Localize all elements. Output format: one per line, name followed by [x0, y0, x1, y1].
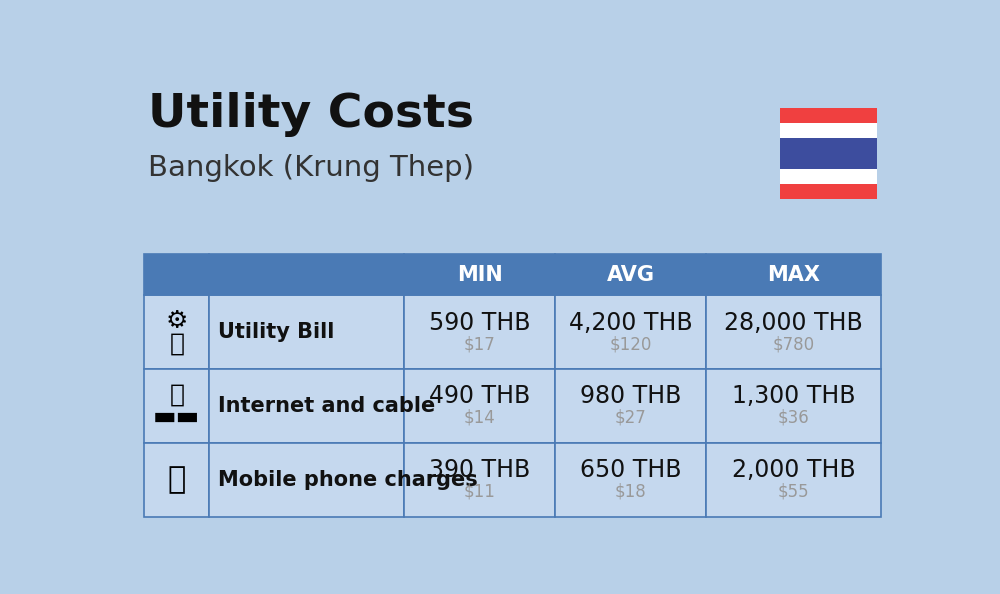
Text: 980 THB: 980 THB	[580, 384, 681, 409]
Text: $27: $27	[615, 409, 647, 426]
Bar	[780, 138, 877, 169]
Text: $11: $11	[464, 483, 496, 501]
Text: 390 THB: 390 THB	[429, 458, 530, 482]
Bar	[144, 295, 209, 369]
Bar	[209, 443, 404, 517]
Bar	[404, 295, 555, 369]
Bar	[706, 369, 881, 443]
Text: MIN: MIN	[457, 264, 503, 285]
Text: 650 THB: 650 THB	[580, 458, 681, 482]
Bar	[209, 295, 404, 369]
Text: $55: $55	[778, 483, 809, 501]
Bar	[144, 369, 209, 443]
Bar	[404, 254, 555, 295]
Bar	[209, 254, 404, 295]
Text: MAX: MAX	[767, 264, 820, 285]
Bar	[555, 254, 706, 295]
Bar	[706, 443, 881, 517]
Text: 28,000 THB: 28,000 THB	[724, 311, 863, 334]
Bar	[780, 184, 877, 200]
Text: Utility Bill: Utility Bill	[218, 322, 335, 342]
Text: Bangkok (Krung Thep): Bangkok (Krung Thep)	[148, 154, 474, 182]
Text: $120: $120	[609, 335, 652, 353]
Text: Mobile phone charges: Mobile phone charges	[218, 470, 478, 490]
Text: 2,000 THB: 2,000 THB	[732, 458, 855, 482]
Text: ⚙
🔌: ⚙ 🔌	[166, 309, 188, 355]
Text: 4,200 THB: 4,200 THB	[569, 311, 692, 334]
Text: Utility Costs: Utility Costs	[148, 92, 474, 137]
Text: AVG: AVG	[607, 264, 655, 285]
Bar	[780, 108, 877, 123]
Bar	[555, 443, 706, 517]
Text: 490 THB: 490 THB	[429, 384, 530, 409]
Bar	[706, 295, 881, 369]
Bar	[144, 443, 209, 517]
Text: Internet and cable: Internet and cable	[218, 396, 436, 416]
Bar	[555, 295, 706, 369]
Bar	[706, 254, 881, 295]
Text: $780: $780	[772, 335, 814, 353]
Text: $14: $14	[464, 409, 496, 426]
Text: 1,300 THB: 1,300 THB	[732, 384, 855, 409]
Bar	[780, 169, 877, 184]
Text: $17: $17	[464, 335, 496, 353]
Bar	[144, 254, 209, 295]
Text: $36: $36	[778, 409, 809, 426]
Text: 📶
▬▬: 📶 ▬▬	[153, 383, 200, 429]
Bar	[404, 443, 555, 517]
Bar	[780, 123, 877, 138]
Text: $18: $18	[615, 483, 647, 501]
Text: 📱: 📱	[168, 465, 186, 494]
Text: 590 THB: 590 THB	[429, 311, 530, 334]
Bar	[209, 369, 404, 443]
Bar	[404, 369, 555, 443]
Bar	[555, 369, 706, 443]
